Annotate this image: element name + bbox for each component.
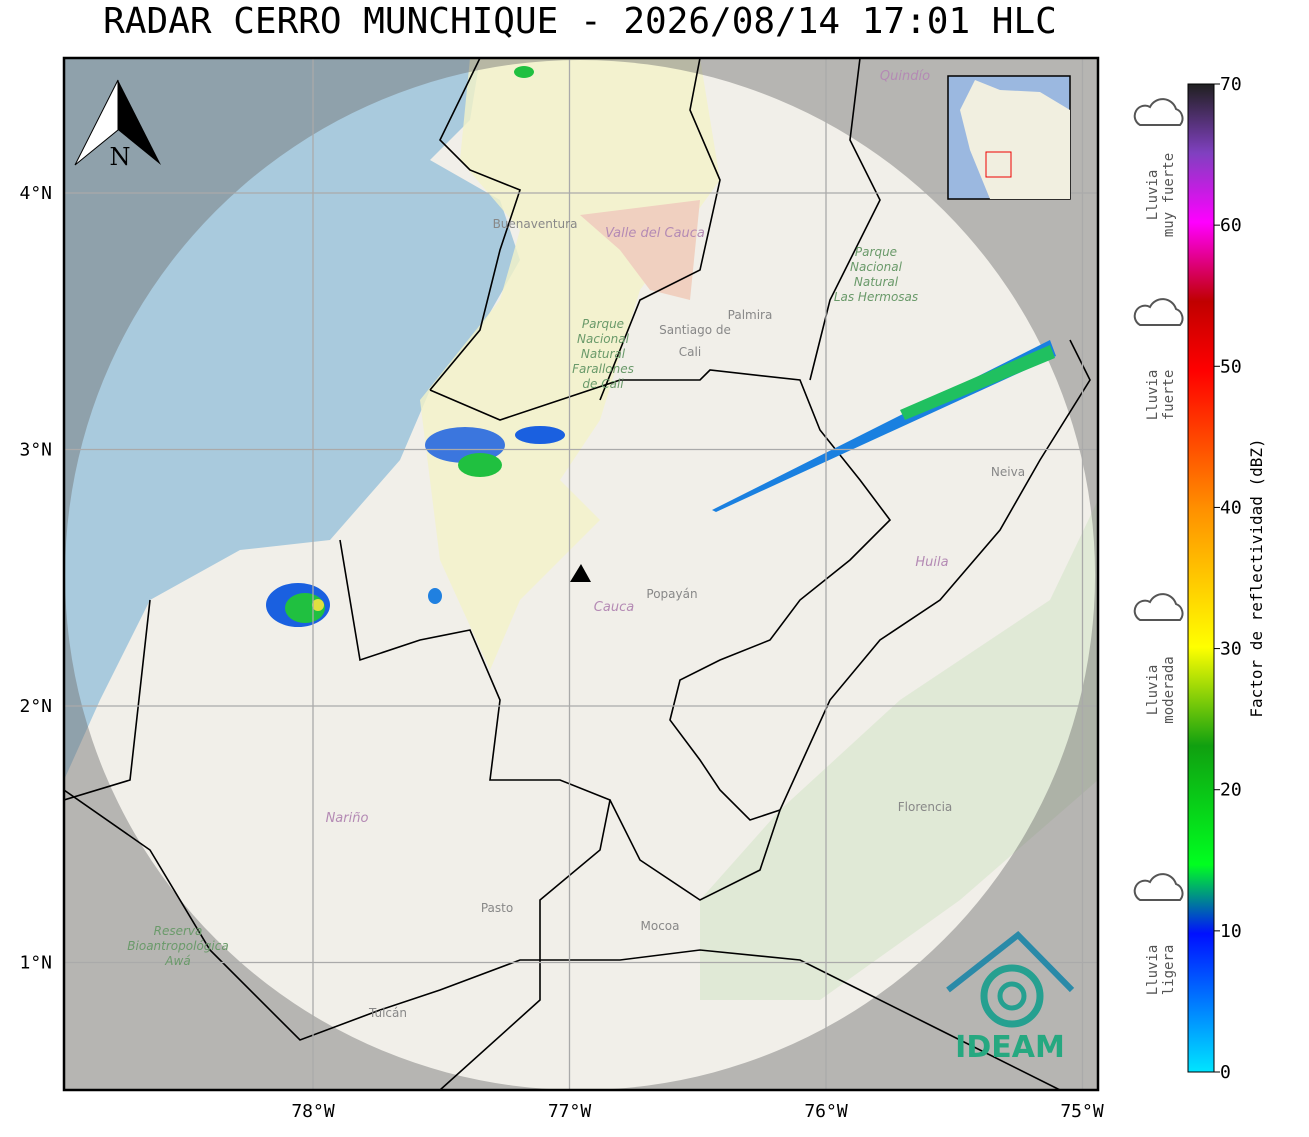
- lat-tick-label: 2°N: [19, 696, 52, 717]
- lon-tick-label: 75°W: [1060, 1101, 1104, 1122]
- colorbar-tick-label: 40: [1220, 497, 1242, 518]
- colorbar-ticks: 0 10 20 30 40 50 60 70: [1214, 74, 1242, 1083]
- inset-map: [947, 75, 1071, 200]
- ocean: [64, 58, 520, 780]
- lat-tick-label: 3°N: [19, 440, 52, 461]
- echo: [515, 426, 565, 444]
- title: RADAR CERRO MUNCHIQUE - 2026/08/14 17:01…: [103, 1, 1057, 42]
- category-label: Lluvia: [1145, 170, 1161, 221]
- cloud-icon: [1133, 298, 1184, 326]
- colorbar: [1187, 83, 1215, 1073]
- place-label: Mocoa: [641, 919, 680, 933]
- place-label: Neiva: [991, 465, 1025, 479]
- park-label: Natural: [854, 275, 899, 289]
- park-label: Bioantropológica: [127, 939, 228, 953]
- colorbar-label: Factor de reflectividad (dBZ): [1247, 438, 1266, 717]
- colorbar-tick-label: 70: [1220, 74, 1242, 95]
- place-label: Cauca: [594, 600, 634, 615]
- echo: [458, 453, 502, 477]
- colorbar-tick-label: 60: [1220, 215, 1242, 236]
- park-label: Las Hermosas: [834, 290, 918, 304]
- category-label: Lluvia: [1145, 945, 1161, 996]
- place-label: Cali: [679, 345, 701, 359]
- valle-del-cauca-region: [580, 200, 700, 300]
- park-label: Reserva: [154, 924, 203, 938]
- park-label: Awá: [164, 954, 190, 968]
- colorbar-tick-label: 50: [1220, 356, 1242, 377]
- park-label: Nacional: [577, 332, 630, 346]
- category-label: muy fuerte: [1161, 153, 1177, 237]
- radar-site: [570, 564, 591, 582]
- boundaries: [64, 58, 1091, 1090]
- lon-tick-label: 78°W: [291, 1101, 335, 1122]
- place-label: Nariño: [326, 811, 369, 826]
- colorbar-tick-label: 30: [1220, 639, 1242, 660]
- cloud-icon: [1133, 98, 1184, 126]
- forest: [700, 500, 1098, 1000]
- park-label: Parque: [582, 317, 624, 331]
- category-label: fuerte: [1161, 370, 1177, 421]
- map-frame: [62, 56, 1100, 1092]
- colorbar-tick-label: 0: [1220, 1062, 1231, 1083]
- colorbar-tick-label: 20: [1220, 780, 1242, 801]
- category-label: Lluvia: [1145, 370, 1161, 421]
- park-label: de Cali: [582, 377, 624, 391]
- echo: [428, 588, 442, 604]
- north-label: N: [110, 143, 131, 171]
- map: Buenaventura Valle del Cauca Santiago de Ca…: [64, 58, 1098, 1090]
- echo-spoke: [900, 345, 1055, 420]
- lon-tick-label: 77°W: [548, 1101, 592, 1122]
- category-label: ligera: [1161, 945, 1177, 996]
- place-label: Santiago de: [659, 323, 731, 337]
- north-arrow: N: [74, 79, 161, 171]
- place-label: Buenaventura: [493, 217, 578, 231]
- place-label: Valle del Cauca: [605, 226, 705, 241]
- colorbar-tick-label: 10: [1220, 921, 1242, 942]
- place-label: Florencia: [898, 800, 953, 814]
- place-labels: Buenaventura Valle del Cauca Santiago de Ca…: [127, 69, 1025, 1020]
- graticule: [64, 58, 1098, 1090]
- radar-echoes: [266, 66, 1056, 627]
- place-label: Quindío: [880, 69, 930, 84]
- park-label: Parque: [855, 245, 897, 259]
- category-label: moderada: [1161, 656, 1177, 723]
- place-label: Pasto: [481, 901, 513, 915]
- park-label: Natural: [581, 347, 626, 361]
- place-label: Tulcán: [368, 1006, 407, 1020]
- park-label: Nacional: [850, 260, 903, 274]
- lon-tick-label: 76°W: [804, 1101, 848, 1122]
- category-label: Lluvia: [1145, 665, 1161, 716]
- logo-text: IDEAM: [955, 1030, 1065, 1065]
- cloud-icon: [1133, 873, 1184, 901]
- place-label: Popayán: [646, 587, 697, 601]
- lat-tick-label: 1°N: [19, 953, 52, 974]
- place-label: Palmira: [728, 308, 773, 322]
- echo: [514, 66, 534, 78]
- cloud-icon: [1133, 593, 1184, 621]
- place-label: Huila: [915, 555, 948, 570]
- echo: [312, 599, 324, 611]
- lat-tick-label: 4°N: [19, 183, 52, 204]
- park-label: Farallones: [572, 362, 634, 376]
- ideam-logo: IDEAM: [946, 930, 1075, 1065]
